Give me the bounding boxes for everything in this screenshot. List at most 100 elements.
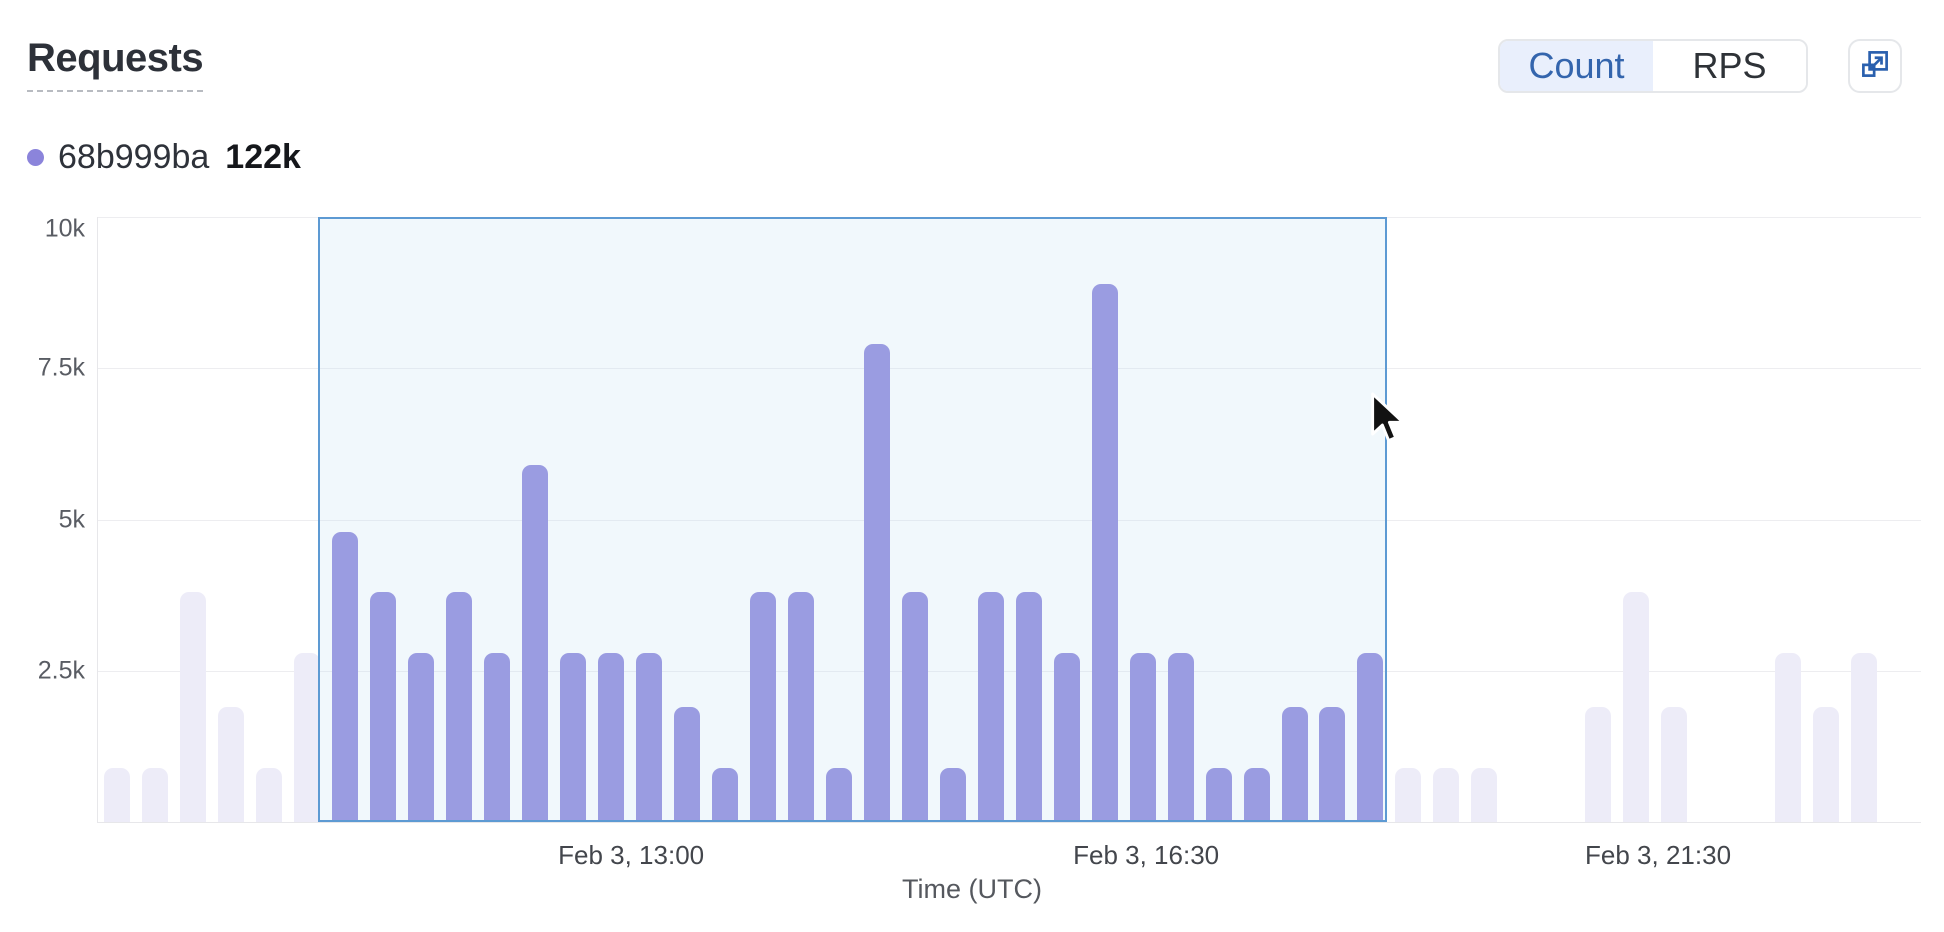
bar-faded[interactable] <box>217 707 244 822</box>
bar-slot <box>1010 217 1048 822</box>
bar-faded[interactable] <box>141 767 168 822</box>
bar-slot <box>1086 217 1124 822</box>
bar-slot <box>364 217 402 822</box>
bar-slot <box>1351 217 1389 822</box>
bar-selected[interactable] <box>559 652 586 822</box>
bar-slot <box>1314 217 1352 822</box>
bar-faded[interactable] <box>103 767 130 822</box>
bar-selected[interactable] <box>977 592 1004 822</box>
bar-slot <box>1389 217 1427 822</box>
bar-slot <box>1503 217 1541 822</box>
bar-slot <box>1731 217 1769 822</box>
bar-slot <box>630 217 668 822</box>
bar-selected[interactable] <box>1205 767 1232 822</box>
bar-faded[interactable] <box>293 652 320 822</box>
bar-selected[interactable] <box>483 652 510 822</box>
bar-slot <box>592 217 630 822</box>
toggle-option-rps[interactable]: RPS <box>1653 41 1806 91</box>
bar-faded[interactable] <box>1623 592 1650 822</box>
series-dot-icon <box>27 149 44 166</box>
bar-faded[interactable] <box>1395 767 1422 822</box>
count-rps-toggle: Count RPS <box>1498 39 1808 93</box>
gridline-7.5k <box>98 368 1921 370</box>
bar-selected[interactable] <box>1281 707 1308 822</box>
bar-selected[interactable] <box>1357 652 1384 822</box>
bar-slot <box>516 217 554 822</box>
bar-slot <box>1655 217 1693 822</box>
bar-slot <box>896 217 934 822</box>
bar-slot <box>288 217 326 822</box>
bar-slot <box>1617 217 1655 822</box>
bar-faded[interactable] <box>1813 707 1840 822</box>
bar-selected[interactable] <box>597 652 624 822</box>
bar-slot <box>1427 217 1465 822</box>
bar-selected[interactable] <box>1091 283 1118 822</box>
bar-slot <box>1276 217 1314 822</box>
x-tick-label: Feb 3, 16:30 <box>1073 840 1220 870</box>
bar-slot <box>1769 217 1807 822</box>
bar-faded[interactable] <box>1851 652 1878 822</box>
bar-slot <box>1162 217 1200 822</box>
bar-selected[interactable] <box>863 344 890 822</box>
bar-faded[interactable] <box>1433 767 1460 822</box>
bar-selected[interactable] <box>787 592 814 822</box>
bar-selected[interactable] <box>331 531 358 822</box>
bar-selected[interactable] <box>901 592 928 822</box>
bar-slot <box>782 217 820 822</box>
gridline-2.5k <box>98 670 1921 672</box>
bar-slot <box>668 217 706 822</box>
bar-faded[interactable] <box>1775 652 1802 822</box>
bar-selected[interactable] <box>635 652 662 822</box>
bar-selected[interactable] <box>1053 652 1080 822</box>
bar-selected[interactable] <box>445 592 472 822</box>
bar-selected[interactable] <box>749 592 776 822</box>
bar-slot <box>934 217 972 822</box>
bar-slot <box>858 217 896 822</box>
legend: 68b999ba 122k <box>27 138 301 177</box>
bar-selected[interactable] <box>673 707 700 822</box>
bar-slot <box>212 217 250 822</box>
bar-slot <box>1048 217 1086 822</box>
bar-slot <box>1807 217 1845 822</box>
toggle-option-count[interactable]: Count <box>1500 41 1653 91</box>
bar-selected[interactable] <box>1319 707 1346 822</box>
x-tick-label: Feb 3, 21:30 <box>1585 840 1732 870</box>
bar-slot <box>478 217 516 822</box>
bar-slot <box>1845 217 1883 822</box>
bar-selected[interactable] <box>521 465 548 822</box>
bar-selected[interactable] <box>369 592 396 822</box>
bar-slot <box>174 217 212 822</box>
bar-slot <box>402 217 440 822</box>
legend-total-count: 122k <box>225 138 301 176</box>
bar-faded[interactable] <box>1585 707 1612 822</box>
bar-slot <box>98 217 136 822</box>
bar-slot <box>1124 217 1162 822</box>
bar-faded[interactable] <box>255 767 282 822</box>
bar-selected[interactable] <box>1015 592 1042 822</box>
bar-faded[interactable] <box>1661 707 1688 822</box>
bar-selected[interactable] <box>711 767 738 822</box>
bar-slot <box>744 217 782 822</box>
bar-slot <box>1200 217 1238 822</box>
time-range-selection[interactable] <box>318 217 1388 822</box>
legend-series-id: 68b999ba <box>58 138 210 176</box>
y-tick-10k: 10k <box>44 214 85 243</box>
bar-selected[interactable] <box>825 767 852 822</box>
expand-button[interactable] <box>1848 39 1902 93</box>
bar-selected[interactable] <box>939 767 966 822</box>
bar-selected[interactable] <box>1129 652 1156 822</box>
y-tick-2.5k: 2.5k <box>37 656 85 685</box>
bar-slot <box>326 217 364 822</box>
bar-selected[interactable] <box>1167 652 1194 822</box>
bar-slot <box>1238 217 1276 822</box>
bar-slot <box>1579 217 1617 822</box>
bar-faded[interactable] <box>1471 767 1498 822</box>
bar-selected[interactable] <box>1243 767 1270 822</box>
bar-faded[interactable] <box>179 592 206 822</box>
page-title: Requests <box>27 36 204 92</box>
y-tick-5k: 5k <box>58 505 85 533</box>
bar-slot <box>1465 217 1503 822</box>
chart-plot-area[interactable] <box>97 217 1921 823</box>
bar-selected[interactable] <box>407 652 434 822</box>
